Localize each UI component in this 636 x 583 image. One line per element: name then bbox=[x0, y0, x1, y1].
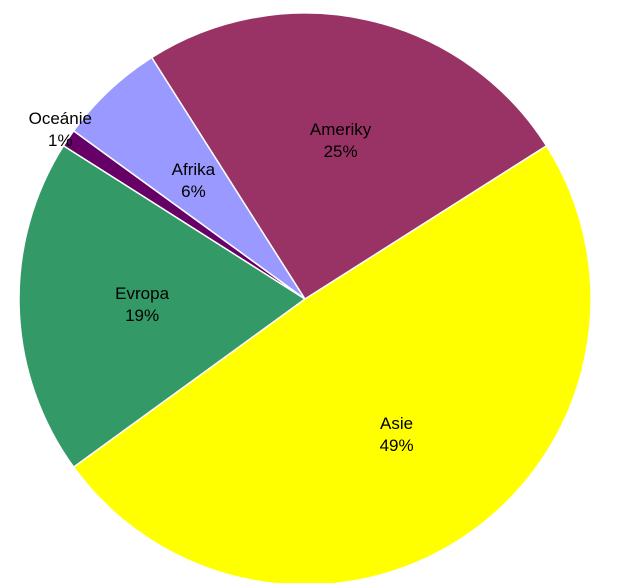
slice-value-oceánie: 1% bbox=[48, 131, 73, 150]
slice-value-evropa: 19% bbox=[125, 306, 159, 325]
slice-value-ameriky: 25% bbox=[324, 142, 358, 161]
slice-label-ameriky: Ameriky bbox=[310, 120, 372, 139]
pie-slice-ameriky bbox=[150, 12, 548, 301]
slice-label-afrika: Afrika bbox=[172, 160, 216, 179]
slice-label-asie: Asie bbox=[380, 414, 413, 433]
slice-value-afrika: 6% bbox=[181, 182, 206, 201]
slice-label-evropa: Evropa bbox=[115, 284, 169, 303]
pie-labels: Asie 49% Evropa 19% Oceánie 1% Afrika 6% Ameriky… bbox=[29, 109, 414, 455]
pie-slice-asie bbox=[72, 144, 592, 583]
slice-value-asie: 49% bbox=[380, 436, 414, 455]
pie-slices bbox=[18, 12, 592, 583]
pie-slice-evropa bbox=[18, 144, 307, 469]
slice-label-oceánie: Oceánie bbox=[29, 109, 92, 128]
